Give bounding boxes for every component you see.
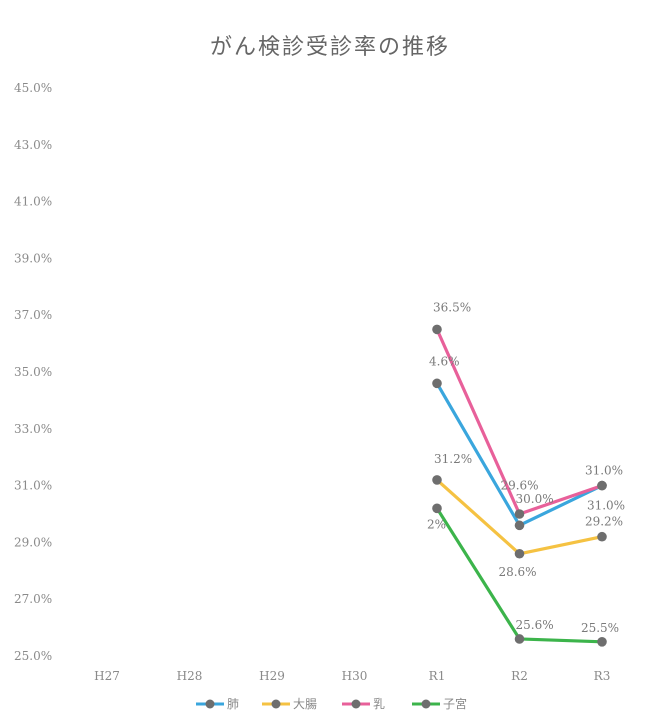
chart-title: がん検診受診率の推移	[210, 35, 450, 60]
y-tick-label: 31.0%	[14, 479, 52, 493]
x-tick-label: R3	[594, 669, 611, 683]
legend-swatch-marker	[351, 699, 361, 709]
legend-swatch-marker	[205, 699, 215, 709]
x-tick-label: H29	[259, 669, 285, 683]
data-points	[432, 324, 607, 647]
x-tick-label: H27	[94, 669, 120, 683]
data-point	[597, 531, 607, 542]
legend-swatch-marker	[421, 699, 431, 709]
data-point	[514, 548, 525, 559]
data-label: 31.0%	[587, 499, 625, 513]
y-axis: 25.0% 27.0% 29.0% 31.0% 33.0% 35.0% 37.0% 39.0%…	[14, 81, 52, 663]
data-label: 25.5%	[581, 621, 619, 635]
data-point	[432, 503, 442, 514]
x-tick-label: H30	[342, 669, 368, 683]
data-label: 4.6%	[429, 354, 460, 368]
data-point	[597, 480, 607, 491]
y-tick-label: 29.0%	[14, 535, 52, 549]
data-label: 29.2%	[585, 515, 623, 529]
data-label: 30.0%	[516, 492, 554, 506]
x-axis: H27 H28 H29 H30 R1 R2 R3	[94, 669, 610, 683]
y-tick-label: 27.0%	[14, 592, 52, 606]
data-point	[432, 324, 442, 335]
data-label: 28.6%	[498, 565, 536, 579]
data-label: 2%	[427, 517, 446, 531]
legend-item: 大腸	[262, 697, 317, 711]
y-tick-label: 45.0%	[14, 81, 52, 95]
legend-item: 肺	[196, 697, 239, 711]
y-tick-label: 41.0%	[14, 195, 52, 209]
y-tick-label: 33.0%	[14, 422, 52, 436]
data-point	[514, 509, 525, 519]
legend-swatch-marker	[271, 699, 281, 709]
data-point	[597, 637, 607, 647]
legend-label: 子宮	[443, 696, 467, 711]
legend-item: 乳	[342, 697, 385, 711]
x-tick-label: R1	[429, 669, 446, 683]
y-tick-label: 39.0%	[14, 251, 52, 265]
y-tick-label: 43.0%	[14, 138, 52, 152]
data-label: 25.6%	[516, 618, 554, 632]
x-tick-label: H28	[177, 669, 203, 683]
x-tick-label: R2	[511, 669, 528, 683]
data-label: 31.0%	[585, 464, 623, 478]
legend: 肺 大腸 乳 子宮	[196, 696, 467, 711]
y-tick-label: 37.0%	[14, 308, 52, 322]
data-point	[514, 520, 525, 531]
data-point	[514, 634, 525, 644]
legend-label: 大腸	[293, 697, 317, 711]
legend-label: 乳	[373, 697, 385, 711]
data-label: 29.6%	[500, 478, 538, 492]
data-point	[432, 378, 442, 389]
data-label: 31.2%	[434, 452, 472, 466]
y-tick-label: 35.0%	[14, 365, 52, 379]
data-label: 36.5%	[433, 300, 471, 314]
legend-item: 子宮	[412, 696, 467, 711]
y-tick-label: 25.0%	[14, 649, 52, 663]
data-point	[432, 475, 442, 485]
data-labels: 4.6% 29.6% 31.0% 31.2% 28.6% 29.2% 36.5% 30.0% 3…	[427, 300, 625, 634]
legend-label: 肺	[227, 697, 239, 711]
